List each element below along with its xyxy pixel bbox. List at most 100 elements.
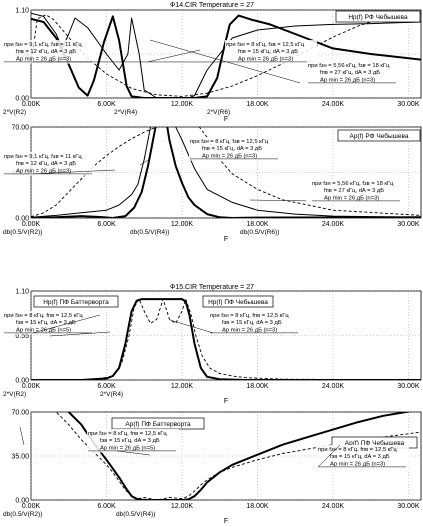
annotation-line: fпв = 27 кГц, dA = 3 дБ — [324, 188, 384, 194]
annotation-leader — [139, 158, 151, 166]
plot-2-attenuation-chebyshev-stop: 70.0035.000.000.00K6.00K12.00K18.00K24.0… — [3, 125, 422, 243]
x-tick-label: 18.00K — [246, 383, 269, 390]
y-tick-label: 1.10 — [15, 8, 29, 15]
annotation-leader — [49, 331, 111, 337]
y-tick-label: 70.00 — [11, 410, 29, 417]
x-tick-label: 30.00K — [397, 383, 420, 390]
series-line-1 — [31, 14, 421, 98]
x-tick-label: 6.00K — [97, 101, 116, 108]
annotation-bg — [87, 429, 179, 453]
annotation-line: fзв = 15 кГц, dA = 3 дБ — [16, 320, 76, 326]
annotation-line: при fзн = 5,56 кГц, fзв = 18 кГц — [312, 181, 394, 187]
annotation-bg — [225, 40, 317, 64]
trace-label: db(0.5/V(R2)) — [3, 229, 42, 236]
x-axis-label: F — [224, 398, 228, 405]
trace-label: 2*V(R6) — [207, 109, 230, 116]
series-line-3 — [31, 127, 421, 218]
series-line-2 — [31, 298, 421, 380]
annotation-line: при fзн = 8 кГц, fзв = 12,5 кГц — [226, 42, 305, 48]
legend-box — [337, 129, 421, 142]
x-tick-label: 12.00K — [171, 101, 194, 108]
annotation-line: при fзн = 8 кГц, fпв = 12,5 кГц — [88, 431, 167, 437]
x-tick-label: 18.00K — [246, 503, 269, 510]
legend-title: Ap(f) РФ Чебышева — [350, 132, 409, 140]
x-axis-label: F — [224, 116, 228, 123]
trace-label: db(0.5/V(R4)) — [116, 511, 155, 518]
annotation-bg — [189, 137, 281, 161]
x-tick-label: 24.00K — [322, 383, 345, 390]
x-tick-label: 18.00K — [246, 221, 269, 228]
y-tick-label: 0.00 — [15, 498, 29, 505]
legend-title: Ap(f) ПФ Баттерворта — [125, 421, 191, 428]
trace-label: db(0.5/V(R6)) — [240, 229, 279, 236]
series-line-1 — [31, 298, 421, 380]
plot-1-transfer-chebyshev-stop: 1.100.550.000.00K6.00K12.00K18.00K24.00K… — [3, 8, 422, 123]
y-tick-label: 1.10 — [15, 289, 29, 296]
annotation-bg — [3, 40, 95, 64]
trace-label: 2*V(R4) — [100, 391, 123, 398]
annotation-line: Ap min = 26 дБ (n=5) — [100, 445, 155, 451]
x-axis-label: F — [224, 236, 228, 243]
trace-label: 2*V(R2) — [3, 391, 26, 398]
legend-title: Hp(f) РФ Чебышева — [348, 13, 408, 21]
annotation-leader — [32, 169, 116, 175]
x-tick-label: 12.00K — [171, 383, 194, 390]
annotation-bg — [209, 311, 301, 335]
annotation-bg — [317, 445, 409, 469]
annotation-bg — [311, 179, 403, 203]
annotation-leader — [317, 444, 341, 468]
series-line-2 — [31, 127, 421, 218]
annotation-line: Ap min = 26 дБ (n=3) — [222, 327, 277, 333]
annotation-line: fпв = 12 кГц, dA = 3 дБ — [16, 161, 76, 167]
x-tick-label: 0.00K — [22, 101, 41, 108]
x-tick-label: 24.00K — [322, 101, 345, 108]
annotation-line: Ap min = 26 дБ (n=3) — [16, 168, 71, 174]
section-title: Ф15.CIR Temperature = 27 — [170, 284, 254, 291]
annotation-line: при fзн = 5,56 кГц, fзв = 18 кГц — [308, 63, 390, 69]
annotation-leader — [249, 199, 307, 202]
x-tick-label: 6.00K — [97, 383, 116, 390]
plot-4-attenuation-bandpass: 70.00 35.00 0.000.00K 6.00K 12.00K 18.00K 24.0… — [3, 410, 422, 525]
y-tick-label: 70.00 — [11, 125, 29, 132]
x-tick-label: 30.00K — [397, 221, 420, 228]
annotation-leader — [116, 450, 151, 456]
annotation-line: fпв = 27 кГц, dA = 3 дБ — [320, 70, 380, 76]
annotation-leader — [149, 39, 301, 84]
x-tick-label: 12.00K — [171, 221, 194, 228]
annotation-line: Ap min = 26 дБ (n=5) — [16, 327, 71, 333]
legend-box — [202, 295, 274, 308]
series-line-3 — [31, 12, 421, 97]
annotation-leader — [169, 319, 214, 334]
annotation-line: Ap min = 26 дБ (n=3) — [320, 77, 375, 83]
annotation-line: Ap min = 26 дБ (n=3) — [324, 195, 379, 201]
x-tick-label: 12.00K — [171, 503, 194, 510]
x-tick-label: 24.00K — [322, 221, 345, 228]
annotation-line: fзв = 15 кГц, dA = 3 дБ — [222, 320, 282, 326]
x-axis-label: F — [224, 518, 228, 525]
x-tick-label: 0.00K — [22, 221, 41, 228]
annotation-line: fзв = 15 кГц, dA = 3 дБ — [330, 454, 390, 460]
annotation-line: при fзн = 8 кГц, fпв = 12,5 кГц — [210, 313, 289, 319]
annotation-bg — [3, 152, 95, 176]
legend-title: Hp(f) ПФ Чебышева — [208, 298, 268, 306]
legend-title: Hp(f) ПФ Баттерворта — [43, 299, 109, 306]
x-tick-label: 24.00K — [322, 503, 345, 510]
y-tick-label: 0.00 — [15, 96, 29, 103]
legend-box — [33, 295, 119, 308]
y-tick-label: 0.00 — [15, 216, 29, 223]
annotation-leader — [19, 426, 25, 446]
section-title: Ф14.CIR Temperature = 27 — [170, 2, 254, 9]
series-line-2 — [31, 12, 421, 98]
y-tick-label: 35.00 — [11, 454, 29, 461]
x-tick-label: 30.00K — [397, 503, 420, 510]
annotation-line: Ap min = 26 дБ (n=3) — [202, 153, 257, 159]
annotation-line: при fзн = 9,1 кГц, fзв = 11 кГц — [4, 154, 82, 160]
annotation-line: Ap min = 26 дБ (n=3) — [16, 56, 71, 62]
annotation-line: при fзн = 9,1 кГц, fзв = 11 кГц — [4, 42, 82, 48]
annotation-leader — [32, 314, 101, 334]
trace-label: db(0.5/V(R2)) — [3, 511, 42, 518]
annotation-line: Ap min = 26 дБ (n=3) — [238, 56, 293, 62]
x-tick-label: 0.00K — [22, 383, 41, 390]
trace-label: db(0.5/V(R4)) — [130, 229, 169, 236]
